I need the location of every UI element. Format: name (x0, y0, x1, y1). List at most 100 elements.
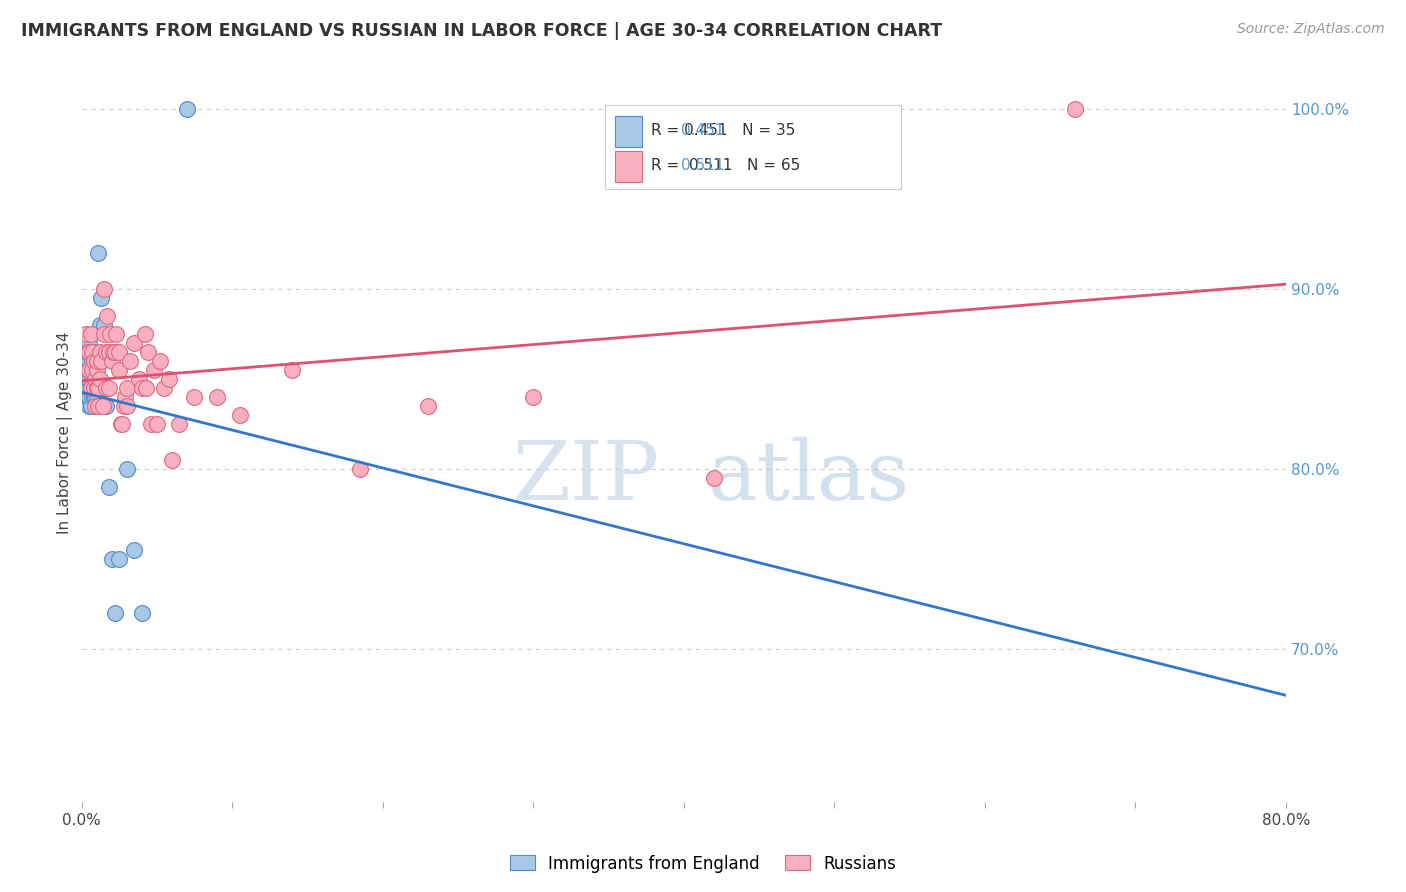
Point (77, 381, 100, 395)
Point (703, 471, 725, 485)
Point (83, 363, 105, 377)
Point (84, 372, 107, 386)
Point (104, 345, 127, 359)
Point (349, 462, 371, 476)
Point (86, 354, 108, 368)
Point (115, 381, 138, 395)
Point (80, 354, 103, 368)
Point (86, 381, 108, 395)
Text: IMMIGRANTS FROM ENGLAND VS RUSSIAN IN LABOR FORCE | AGE 30-34 CORRELATION CHART: IMMIGRANTS FROM ENGLAND VS RUSSIAN IN LA… (21, 22, 942, 40)
Point (84, 390, 107, 404)
Point (96, 309, 118, 323)
Point (183, 390, 205, 404)
Point (86, 390, 108, 404)
Point (75, 326, 97, 341)
Point (77, 372, 100, 386)
Point (104, 606, 127, 620)
Point (136, 345, 159, 359)
Text: Source: ZipAtlas.com: Source: ZipAtlas.com (1237, 22, 1385, 37)
Point (80, 372, 103, 386)
Point (1064, 102, 1087, 116)
Text: ZIP: ZIP (513, 437, 659, 517)
Point (115, 399, 138, 413)
Point (118, 354, 141, 368)
Point (108, 552, 131, 566)
Point (134, 326, 156, 341)
Text: 0.511: 0.511 (682, 158, 724, 173)
Point (228, 408, 250, 422)
Point (139, 417, 162, 431)
Text: R = 0.451   N = 35: R = 0.451 N = 35 (651, 123, 796, 138)
Point (112, 399, 135, 413)
Point (76, 363, 98, 377)
Point (122, 335, 145, 350)
Point (416, 399, 439, 413)
Point (77, 399, 100, 413)
Point (108, 345, 131, 359)
Point (84, 363, 107, 377)
Point (131, 381, 153, 395)
Point (77, 335, 100, 350)
Y-axis label: In Labor Force | Age 30-34: In Labor Force | Age 30-34 (58, 332, 73, 534)
Point (83, 390, 105, 404)
Point (87, 381, 110, 395)
Point (114, 390, 136, 404)
Point (142, 363, 165, 377)
Point (77, 345, 100, 359)
Point (100, 354, 122, 368)
Point (149, 354, 172, 368)
Point (77, 390, 100, 404)
Point (146, 417, 169, 431)
Point (86, 354, 108, 368)
Text: atlas: atlas (707, 437, 910, 517)
Point (93, 326, 115, 341)
Point (111, 417, 134, 431)
Point (86, 363, 108, 377)
Point (105, 326, 128, 341)
Point (89, 372, 111, 386)
Point (84, 399, 107, 413)
Point (83, 345, 105, 359)
Point (122, 542, 145, 557)
Text: R =  0.511   N = 65: R = 0.511 N = 65 (651, 158, 800, 173)
Point (87, 246, 110, 260)
Point (101, 345, 124, 359)
Point (97, 480, 120, 494)
Point (94, 399, 117, 413)
Point (176, 102, 198, 116)
Point (80, 390, 103, 404)
Legend: Immigrants from England, Russians: Immigrants from England, Russians (503, 848, 903, 880)
Point (83, 381, 105, 395)
Point (79, 326, 101, 341)
Point (83, 354, 105, 368)
Point (93, 318, 115, 332)
Point (90, 354, 112, 368)
Point (90, 291, 112, 305)
Point (87, 399, 110, 413)
Point (131, 606, 153, 620)
Point (79, 381, 101, 395)
Point (128, 372, 150, 386)
Point (89, 345, 111, 359)
Point (108, 363, 131, 377)
Point (94, 381, 117, 395)
FancyBboxPatch shape (606, 104, 900, 189)
Point (169, 417, 191, 431)
Point (98, 326, 121, 341)
Point (522, 390, 544, 404)
Point (157, 372, 180, 386)
Point (100, 552, 122, 566)
Point (281, 363, 304, 377)
Point (153, 381, 176, 395)
Point (80, 345, 103, 359)
Point (93, 282, 115, 296)
Point (76, 345, 98, 359)
Point (94, 345, 117, 359)
Point (77, 363, 100, 377)
Point (89, 318, 111, 332)
Point (110, 417, 132, 431)
Point (97, 381, 120, 395)
Point (115, 462, 138, 476)
FancyBboxPatch shape (614, 117, 641, 147)
Point (77, 363, 100, 377)
